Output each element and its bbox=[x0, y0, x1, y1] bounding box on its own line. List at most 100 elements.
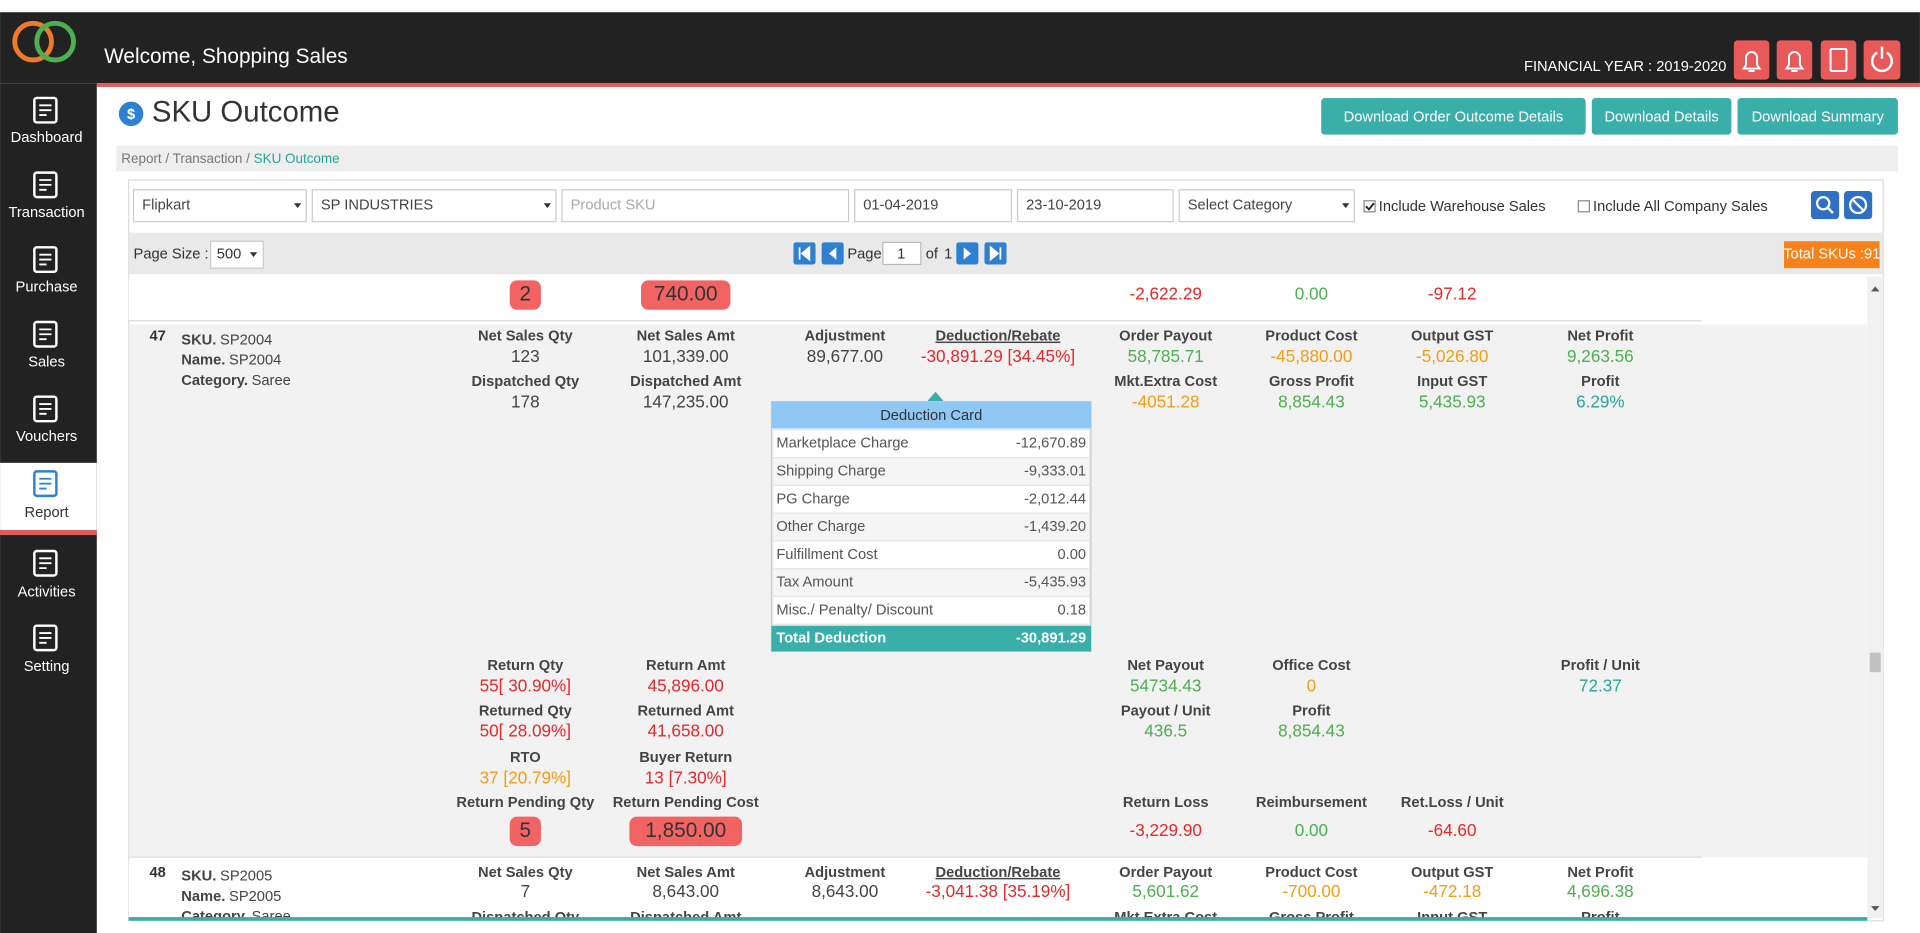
field-label: Return Pending Qty bbox=[456, 795, 595, 811]
nav-label[interactable]: Sales bbox=[28, 354, 65, 370]
input[interactable] bbox=[561, 189, 850, 223]
card-row-label: Shipping Charge bbox=[776, 464, 885, 480]
card-row-value: -1,439.20 bbox=[1024, 519, 1086, 535]
field-label: Adjustment bbox=[805, 329, 886, 345]
checkbox[interactable] bbox=[1363, 200, 1376, 213]
field-label: Net Profit bbox=[1567, 865, 1633, 881]
field-value: 54734.43 bbox=[1130, 675, 1201, 695]
download-button[interactable] bbox=[1321, 97, 1586, 135]
field-value: 37 [20.79%] bbox=[480, 767, 571, 787]
breadcrumb-path: Report / Transaction / bbox=[121, 151, 253, 166]
page-input[interactable] bbox=[882, 241, 922, 266]
alert-button[interactable] bbox=[1776, 40, 1813, 80]
nav-label[interactable]: Activities bbox=[18, 584, 76, 600]
field-value: -472.18 bbox=[1423, 881, 1481, 901]
checkmark bbox=[1365, 202, 1375, 211]
card-row-label: Misc./ Penalty/ Discount bbox=[776, 602, 933, 618]
field-label: Deduction/Rebate bbox=[936, 865, 1061, 881]
nav-label[interactable]: Vouchers bbox=[16, 429, 77, 445]
notification-button[interactable] bbox=[1733, 40, 1770, 80]
field-value: 1,850.00 bbox=[645, 819, 726, 842]
total-skus: Total SKUs :91 bbox=[1783, 247, 1880, 263]
logo-ring bbox=[12, 20, 54, 63]
input[interactable] bbox=[854, 189, 1013, 223]
nav-icon bbox=[39, 557, 52, 570]
nav-label[interactable]: Purchase bbox=[16, 280, 78, 296]
nav-icon bbox=[33, 549, 58, 577]
welcome: Welcome, Shopping Sales bbox=[104, 45, 348, 68]
select[interactable] bbox=[1178, 189, 1355, 223]
download-button[interactable] bbox=[1737, 97, 1898, 135]
field-value: 6.29% bbox=[1576, 391, 1625, 411]
nav-icon bbox=[33, 96, 58, 124]
nav-label[interactable]: Report bbox=[25, 505, 69, 521]
search-icon bbox=[1815, 196, 1831, 211]
field-value: -4051.28 bbox=[1132, 391, 1200, 411]
card-row-label: Marketplace Charge bbox=[776, 436, 908, 452]
nav-icon bbox=[39, 179, 52, 191]
breadcrumb-current: SKU Outcome bbox=[254, 151, 340, 166]
row-bg bbox=[128, 860, 1868, 919]
scroll-up[interactable] bbox=[1870, 286, 1880, 292]
field-label: Returned Qty bbox=[479, 703, 573, 719]
field-label: Gross Profit bbox=[1269, 910, 1354, 926]
scrollbar-thumb[interactable] bbox=[1869, 652, 1881, 673]
breadcrumb-bar bbox=[116, 145, 1898, 172]
pager-buttons bbox=[793, 242, 1007, 265]
card-row-value: -12,670.89 bbox=[1016, 436, 1086, 452]
card-title: Deduction Card bbox=[880, 408, 982, 424]
card-row bbox=[772, 540, 1091, 570]
sku-info-value: Saree bbox=[252, 909, 291, 925]
highlight-badge bbox=[629, 816, 743, 847]
page-title: SKU Outcome bbox=[152, 96, 340, 129]
field-label: Return Amt bbox=[646, 658, 726, 674]
title-icon bbox=[118, 101, 144, 127]
nav-label[interactable]: Transaction bbox=[8, 205, 84, 221]
field-label: Adjustment bbox=[805, 865, 886, 881]
field-value: -3,229.90 bbox=[1130, 820, 1202, 840]
highlight-badge bbox=[509, 816, 541, 847]
scroll-down[interactable] bbox=[1870, 906, 1880, 911]
financial-year: FINANCIAL YEAR : 2019-2020 bbox=[1524, 59, 1726, 75]
logout-button[interactable] bbox=[1863, 40, 1901, 80]
nav-label[interactable]: Dashboard bbox=[11, 130, 83, 146]
top-bar bbox=[0, 12, 1920, 84]
field-value: 740.00 bbox=[654, 283, 718, 306]
field-label: Output GST bbox=[1411, 329, 1493, 345]
field-label: Net Payout bbox=[1127, 658, 1204, 674]
card-pointer bbox=[926, 391, 945, 402]
card-row bbox=[772, 429, 1091, 459]
select[interactable] bbox=[311, 189, 557, 223]
search-button[interactable] bbox=[1810, 191, 1840, 220]
select[interactable] bbox=[132, 189, 307, 223]
card-row-value: 0.00 bbox=[1058, 547, 1087, 563]
field-value: 58,785.71 bbox=[1128, 346, 1204, 366]
field-value: 7 bbox=[521, 881, 531, 901]
field-value: 8,643.00 bbox=[812, 881, 879, 901]
billing-button[interactable] bbox=[1820, 40, 1857, 80]
total-pages: 1 bbox=[944, 247, 952, 263]
nav-icon bbox=[39, 104, 52, 117]
checkbox[interactable] bbox=[1577, 200, 1590, 213]
field-label: Ret.Loss / Unit bbox=[1401, 795, 1504, 811]
previous-icon bbox=[828, 247, 837, 260]
field-label: Office Cost bbox=[1272, 658, 1350, 674]
row-bg bbox=[128, 276, 1868, 321]
nav-label[interactable]: Setting bbox=[24, 659, 70, 675]
card-row-value: 0.18 bbox=[1058, 602, 1087, 618]
field-label: Profit bbox=[1581, 374, 1619, 390]
field-label: Input GST bbox=[1417, 374, 1487, 390]
download-button[interactable] bbox=[1591, 97, 1732, 135]
field-value: 8,854.43 bbox=[1278, 391, 1345, 411]
sku-info-label: Category. bbox=[181, 909, 248, 925]
nav-icon bbox=[39, 253, 52, 266]
page-size-select[interactable] bbox=[210, 240, 264, 269]
field-label: Deduction/Rebate bbox=[936, 329, 1061, 345]
sku-info-label: Name. bbox=[181, 889, 225, 905]
highlight-badge bbox=[509, 280, 541, 310]
input[interactable] bbox=[1016, 189, 1174, 223]
field-value: -5,026.80 bbox=[1416, 346, 1488, 366]
field-value: -64.60 bbox=[1428, 820, 1477, 840]
field-label: Profit / Unit bbox=[1561, 658, 1640, 674]
